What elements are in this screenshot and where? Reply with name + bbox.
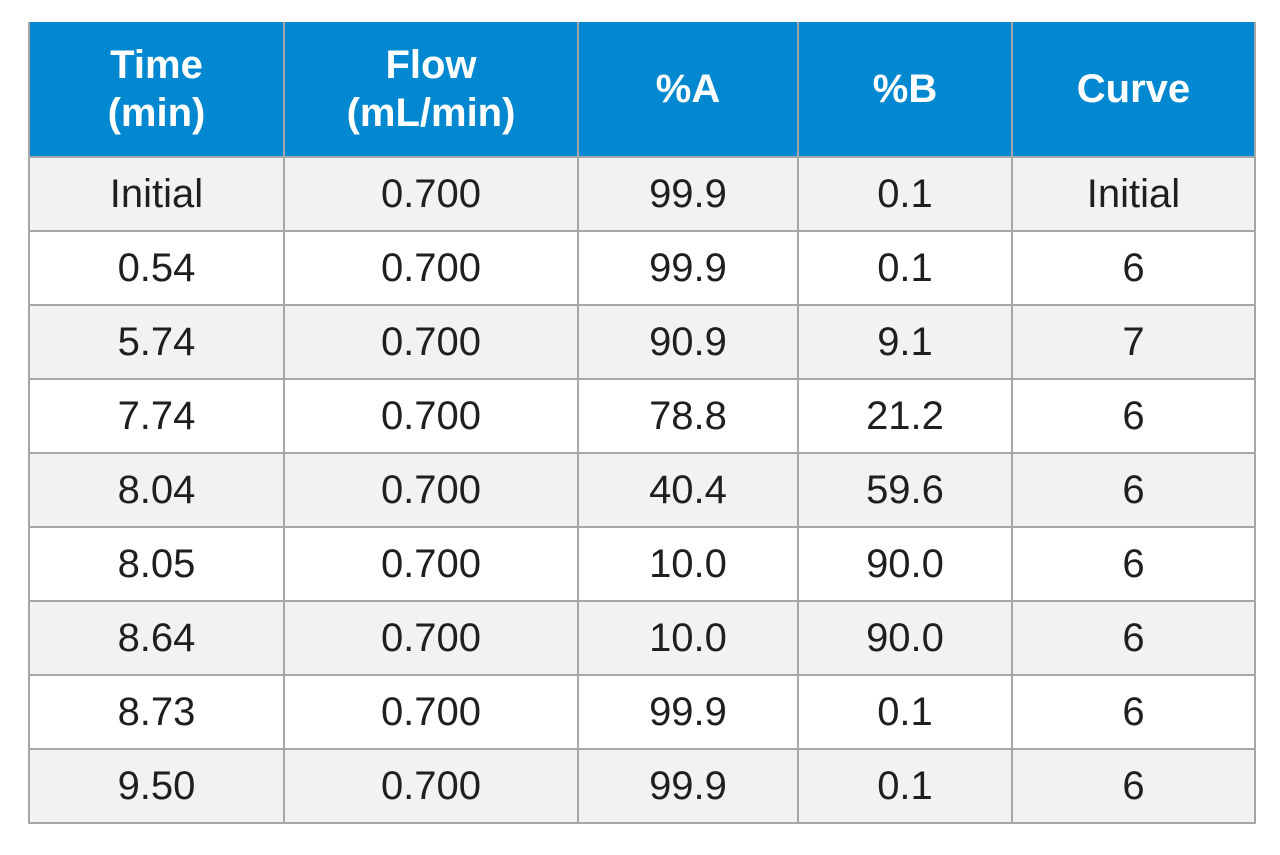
cell-percent-a: 78.8 xyxy=(577,378,799,454)
column-header-time: Time (min) xyxy=(28,22,285,158)
cell-curve: 6 xyxy=(1011,674,1256,750)
table-row: 9.50 0.700 99.9 0.1 6 xyxy=(28,748,1256,824)
gradient-table-container: Time (min) Flow (mL/min) %A %B Curve xyxy=(28,22,1256,824)
column-header-time-label: Time xyxy=(110,43,203,87)
cell-time: 0.54 xyxy=(28,230,285,306)
table-row: 8.05 0.700 10.0 90.0 6 xyxy=(28,526,1256,602)
cell-percent-a: 99.9 xyxy=(577,230,799,306)
column-header-percent-a-label: %A xyxy=(655,67,721,111)
cell-time: 8.64 xyxy=(28,600,285,676)
cell-percent-a: 10.0 xyxy=(577,600,799,676)
cell-flow: 0.700 xyxy=(283,452,579,528)
cell-curve: 6 xyxy=(1011,526,1256,602)
cell-percent-b: 0.1 xyxy=(797,156,1013,232)
cell-curve: 6 xyxy=(1011,748,1256,824)
header-row: Time (min) Flow (mL/min) %A %B Curve xyxy=(28,22,1256,158)
cell-percent-a: 99.9 xyxy=(577,748,799,824)
cell-percent-b: 0.1 xyxy=(797,748,1013,824)
cell-time: 8.05 xyxy=(28,526,285,602)
cell-curve: 6 xyxy=(1011,452,1256,528)
cell-time: 8.73 xyxy=(28,674,285,750)
cell-percent-a: 99.9 xyxy=(577,156,799,232)
cell-flow: 0.700 xyxy=(283,230,579,306)
cell-percent-a: 90.9 xyxy=(577,304,799,380)
cell-curve: 7 xyxy=(1011,304,1256,380)
cell-time: 5.74 xyxy=(28,304,285,380)
cell-flow: 0.700 xyxy=(283,378,579,454)
column-header-percent-a: %A xyxy=(577,22,799,158)
table-row: 0.54 0.700 99.9 0.1 6 xyxy=(28,230,1256,306)
cell-percent-b: 59.6 xyxy=(797,452,1013,528)
cell-percent-b: 90.0 xyxy=(797,526,1013,602)
cell-percent-b: 90.0 xyxy=(797,600,1013,676)
cell-percent-b: 21.2 xyxy=(797,378,1013,454)
table-row: 8.73 0.700 99.9 0.1 6 xyxy=(28,674,1256,750)
column-header-flow-unit: (mL/min) xyxy=(346,91,516,135)
cell-flow: 0.700 xyxy=(283,304,579,380)
gradient-table: Time (min) Flow (mL/min) %A %B Curve xyxy=(28,22,1256,824)
column-header-time-unit: (min) xyxy=(107,91,206,135)
cell-percent-a: 40.4 xyxy=(577,452,799,528)
cell-curve: 6 xyxy=(1011,378,1256,454)
cell-flow: 0.700 xyxy=(283,156,579,232)
cell-time: 8.04 xyxy=(28,452,285,528)
cell-flow: 0.700 xyxy=(283,526,579,602)
cell-curve: Initial xyxy=(1011,156,1256,232)
cell-curve: 6 xyxy=(1011,230,1256,306)
cell-percent-b: 0.1 xyxy=(797,674,1013,750)
column-header-percent-b-label: %B xyxy=(872,67,938,111)
table-row: 8.04 0.700 40.4 59.6 6 xyxy=(28,452,1256,528)
column-header-flow-label: Flow xyxy=(385,43,477,87)
table-row: 5.74 0.700 90.9 9.1 7 xyxy=(28,304,1256,380)
cell-time: Initial xyxy=(28,156,285,232)
cell-percent-a: 10.0 xyxy=(577,526,799,602)
column-header-percent-b: %B xyxy=(797,22,1013,158)
column-header-flow: Flow (mL/min) xyxy=(283,22,579,158)
column-header-curve-label: Curve xyxy=(1076,67,1191,111)
cell-time: 7.74 xyxy=(28,378,285,454)
table-row: 8.64 0.700 10.0 90.0 6 xyxy=(28,600,1256,676)
cell-percent-a: 99.9 xyxy=(577,674,799,750)
table-body: Initial 0.700 99.9 0.1 Initial 0.54 0.70… xyxy=(28,156,1256,824)
cell-flow: 0.700 xyxy=(283,748,579,824)
table-row: Initial 0.700 99.9 0.1 Initial xyxy=(28,156,1256,232)
cell-flow: 0.700 xyxy=(283,600,579,676)
table-row: 7.74 0.700 78.8 21.2 6 xyxy=(28,378,1256,454)
cell-percent-b: 9.1 xyxy=(797,304,1013,380)
column-header-curve: Curve xyxy=(1011,22,1256,158)
cell-percent-b: 0.1 xyxy=(797,230,1013,306)
cell-flow: 0.700 xyxy=(283,674,579,750)
table-header: Time (min) Flow (mL/min) %A %B Curve xyxy=(28,22,1256,158)
cell-time: 9.50 xyxy=(28,748,285,824)
cell-curve: 6 xyxy=(1011,600,1256,676)
